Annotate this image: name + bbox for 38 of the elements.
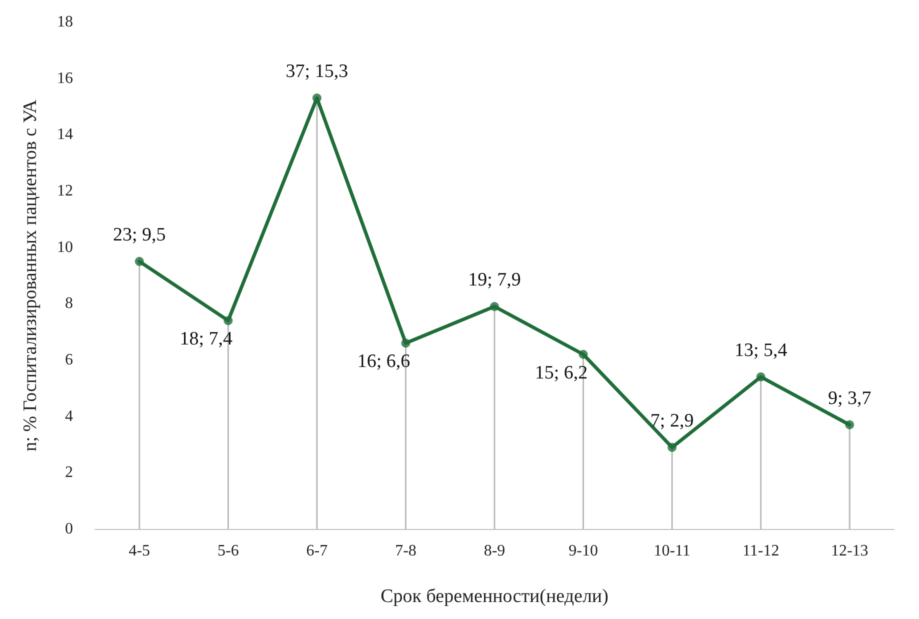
data-label: 37; 15,3 — [286, 61, 348, 82]
y-tick-label: 16 — [57, 70, 73, 87]
y-tick-label: 12 — [57, 182, 73, 200]
point — [845, 420, 854, 430]
data-label: 9; 3,7 — [828, 388, 872, 409]
data-label: 15; 6,2 — [534, 362, 588, 384]
y-axis-title: n; % Госпитализированных пациентов с УА — [20, 99, 41, 452]
data-label: 18; 7,4 — [180, 328, 234, 350]
x-tick-label: 11-12 — [742, 542, 780, 560]
point — [401, 338, 410, 348]
point — [224, 316, 233, 326]
data-label: 13; 5,4 — [734, 340, 788, 361]
y-tick-label: 4 — [65, 408, 73, 425]
point — [756, 372, 766, 382]
y-tick-label: 8 — [65, 295, 73, 312]
point — [490, 302, 499, 311]
x-tick-label: 7-8 — [395, 542, 416, 560]
y-tick-label: 18 — [57, 14, 73, 30]
x-tick-label: 9-10 — [568, 542, 598, 560]
y-tick-label: 0 — [65, 520, 73, 538]
x-tick-label: 4-5 — [128, 542, 150, 560]
y-tick-label: 10 — [57, 238, 73, 256]
x-tick-label: 12-13 — [830, 542, 868, 560]
x-axis-title: Срок беременности(недели) — [380, 586, 608, 607]
y-tick-label: 2 — [65, 464, 73, 482]
data-label: 23; 9,5 — [113, 224, 166, 246]
y-tick-label: 14 — [57, 126, 73, 144]
data-label: 19; 7,9 — [468, 269, 521, 290]
data-label: 7; 2,9 — [650, 410, 694, 432]
point — [134, 256, 144, 266]
point — [668, 442, 677, 452]
x-tick-label: 6-7 — [306, 542, 328, 560]
y-tick-label: 6 — [65, 352, 73, 368]
data-label: 16; 6,6 — [357, 351, 410, 372]
point — [578, 350, 588, 359]
x-tick-label: 8-9 — [484, 542, 506, 560]
x-tick-label: 5-6 — [218, 542, 239, 560]
x-tick-label: 10-11 — [654, 542, 690, 560]
